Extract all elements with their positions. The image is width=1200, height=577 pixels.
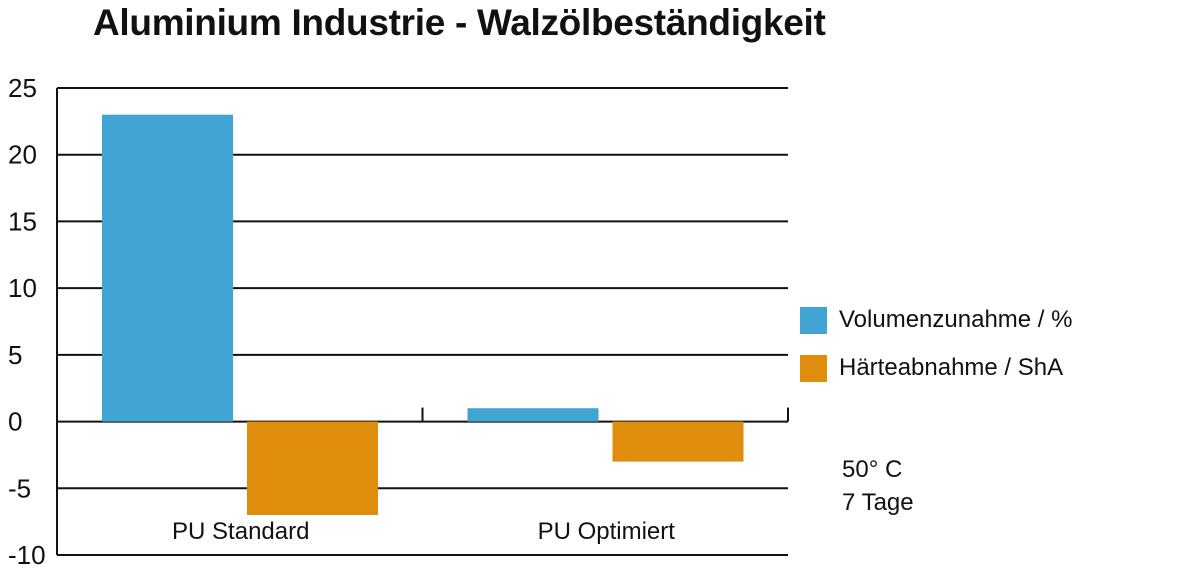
chart-title: Aluminium Industrie - Walzölbeständigkei… xyxy=(93,2,826,43)
bar-haerteabnahme xyxy=(247,421,378,515)
legend-swatch-haerteabnahme xyxy=(800,354,827,382)
temperature-note: 50° C xyxy=(842,456,903,483)
y-tick-label: -10 xyxy=(8,540,46,570)
legend-item-haerteabnahme: Härteabnahme / ShA xyxy=(800,353,1063,383)
legend-label-volumenzunahme: Volumenzunahme / % xyxy=(839,306,1073,333)
x-category-label: PU Optimiert xyxy=(538,518,676,545)
y-tick-label: -5 xyxy=(8,473,31,503)
legend-item-volumenzunahme: Volumenzunahme / % xyxy=(800,305,1072,335)
legend-label-haerteabnahme: Härteabnahme / ShA xyxy=(839,354,1064,381)
legend-swatch-volumenzunahme xyxy=(800,306,827,334)
y-tick-label: 20 xyxy=(8,140,37,170)
y-tick-label: 10 xyxy=(8,273,37,303)
y-tick-label: 25 xyxy=(8,73,37,103)
duration-note: 7 Tage xyxy=(842,489,914,516)
x-category-label: PU Standard xyxy=(172,518,309,545)
bar-haerteabnahme xyxy=(612,421,744,462)
y-tick-label: 15 xyxy=(8,206,37,236)
bar-volumenzunahme xyxy=(467,408,599,422)
y-tick-label: 5 xyxy=(8,340,22,370)
bar-volumenzunahme xyxy=(102,114,233,422)
y-tick-label: 0 xyxy=(8,407,22,437)
